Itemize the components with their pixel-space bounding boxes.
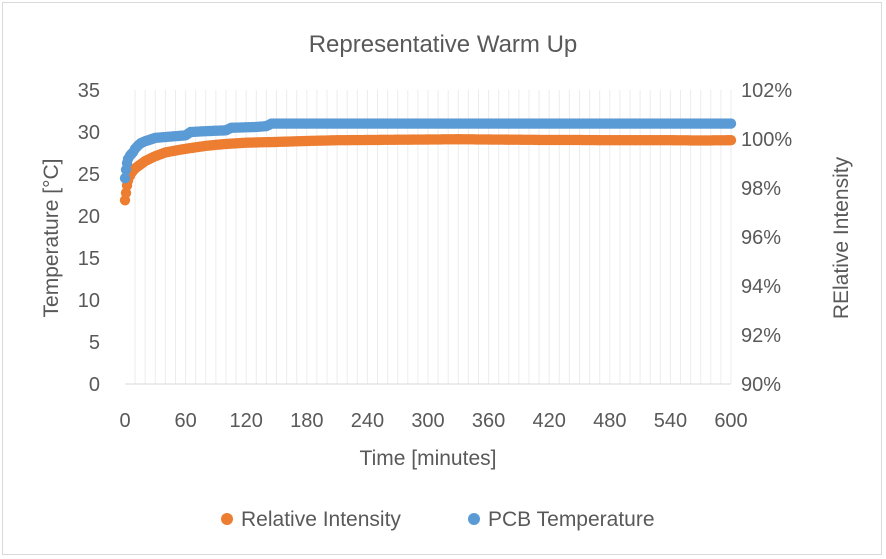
y-right-tick-label: 102% — [741, 80, 792, 102]
legend-label-relative-intensity: Relative Intensity — [241, 508, 401, 531]
x-tick-labels: 0 60 120 180 240 300 360 420 480 540 600 — [119, 410, 747, 432]
x-tick-label: 300 — [411, 410, 444, 432]
y-right-axis-title: RElative Intensity — [830, 156, 853, 319]
y-left-tick-label: 0 — [89, 374, 100, 396]
x-tick-label: 360 — [472, 410, 505, 432]
legend-label-pcb-temperature: PCB Temperature — [488, 508, 655, 531]
pcb-temperature-point — [725, 118, 737, 129]
x-axis-title: Time [minutes] — [360, 447, 497, 470]
series-pcb-temperature — [119, 118, 737, 184]
y-left-axis-title: Temperature [°C] — [40, 159, 63, 318]
x-tick-label: 540 — [654, 410, 687, 432]
y-left-tick-label: 35 — [78, 80, 100, 102]
legend-marker-pcb-temperature — [468, 513, 480, 525]
x-tick-label: 60 — [174, 410, 196, 432]
x-tick-label: 240 — [351, 410, 384, 432]
legend-marker-relative-intensity — [221, 513, 233, 525]
x-tick-label: 600 — [714, 410, 747, 432]
legend: Relative Intensity PCB Temperature — [221, 508, 655, 531]
x-tick-label: 420 — [533, 410, 566, 432]
y-left-tick-label: 30 — [78, 122, 100, 144]
x-tick-label: 480 — [593, 410, 626, 432]
y-left-tick-label: 10 — [78, 290, 100, 312]
y-right-tick-label: 96% — [741, 227, 781, 249]
y-left-tick-labels: 0 5 10 15 20 25 30 35 — [78, 80, 100, 396]
y-right-tick-label: 98% — [741, 178, 781, 200]
y-right-tick-label: 90% — [741, 374, 781, 396]
y-right-tick-label: 94% — [741, 276, 781, 298]
x-tick-label: 0 — [119, 410, 130, 432]
relative-intensity-point — [725, 135, 737, 146]
y-left-tick-label: 20 — [78, 206, 100, 228]
x-tick-label: 180 — [290, 410, 323, 432]
y-right-tick-label: 92% — [741, 325, 781, 347]
y-right-tick-labels: 90% 92% 94% 96% 98% 100% 102% — [741, 80, 792, 396]
vertical-gridlines — [134, 90, 732, 384]
pcb-temperature-point — [119, 173, 131, 184]
x-tick-label: 120 — [230, 410, 263, 432]
y-left-tick-label: 25 — [78, 164, 100, 186]
y-right-tick-label: 100% — [741, 129, 792, 151]
chart-title: Representative Warm Up — [309, 31, 578, 58]
y-left-tick-label: 15 — [78, 248, 100, 270]
y-left-tick-label: 5 — [89, 332, 100, 354]
series-relative-intensity — [119, 134, 737, 206]
